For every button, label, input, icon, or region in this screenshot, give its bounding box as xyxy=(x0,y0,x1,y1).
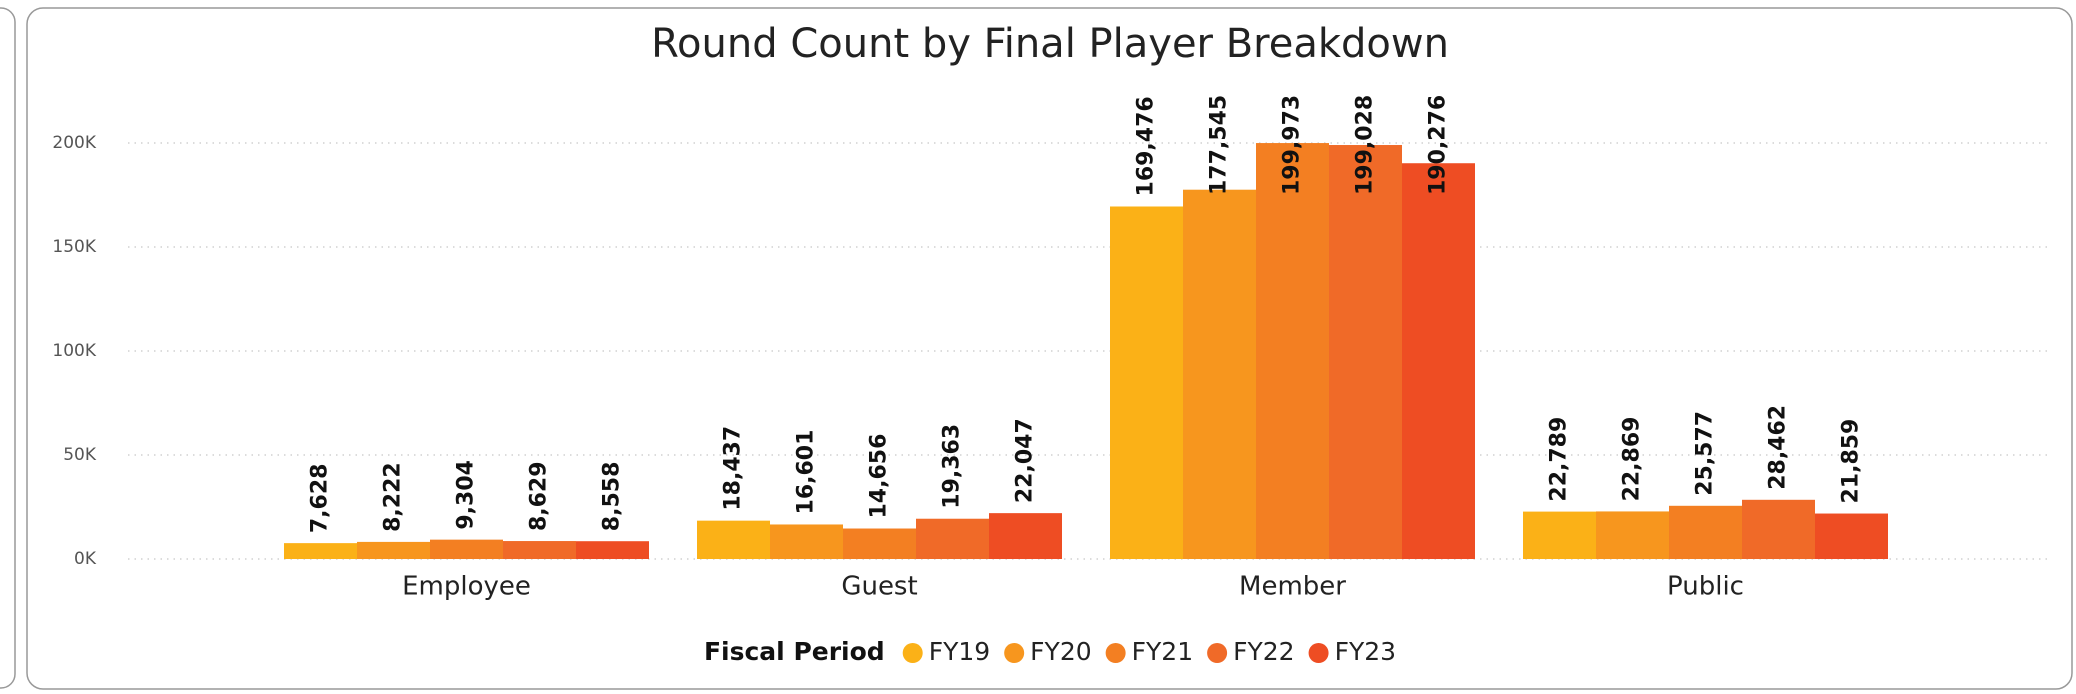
bar xyxy=(697,520,770,559)
data-label: 177,545 xyxy=(1207,95,1232,195)
data-label: 25,577 xyxy=(1693,411,1718,496)
bar xyxy=(1523,511,1596,559)
legend-label: FY20 xyxy=(1030,637,1091,666)
legend-marker xyxy=(1207,643,1228,663)
data-label: 9,304 xyxy=(454,460,479,530)
data-label: 190,276 xyxy=(1426,95,1451,195)
bar xyxy=(1256,143,1329,559)
bar xyxy=(430,539,503,559)
legend-label: FY19 xyxy=(929,637,990,666)
data-label: 21,859 xyxy=(1839,419,1864,504)
y-tick-label: 50K xyxy=(63,445,97,465)
data-label: 18,437 xyxy=(721,426,746,511)
data-label: 199,028 xyxy=(1353,95,1378,195)
y-tick-label: 200K xyxy=(52,133,96,153)
bar xyxy=(576,541,649,559)
data-label: 7,628 xyxy=(308,464,333,534)
legend-label: FY23 xyxy=(1335,637,1396,666)
data-label: 14,656 xyxy=(867,434,892,519)
bar xyxy=(1596,511,1669,559)
legend-title: Fiscal Period xyxy=(704,637,885,666)
data-label: 8,222 xyxy=(381,462,406,532)
bar xyxy=(1742,499,1815,559)
data-label: 22,869 xyxy=(1620,417,1645,502)
bar xyxy=(503,541,576,559)
bar xyxy=(1402,163,1475,559)
bar xyxy=(357,541,430,559)
legend-marker xyxy=(1105,643,1126,663)
bar xyxy=(1669,505,1742,559)
data-label: 169,476 xyxy=(1134,96,1159,196)
data-label: 199,973 xyxy=(1280,95,1305,195)
bar xyxy=(916,518,989,559)
y-tick-label: 0K xyxy=(74,549,97,569)
x-tick-label: Employee xyxy=(402,572,531,602)
legend-label: FY21 xyxy=(1132,637,1193,666)
data-label: 16,601 xyxy=(794,430,819,515)
bar xyxy=(284,543,357,559)
bar xyxy=(1329,145,1402,559)
bar xyxy=(989,513,1062,559)
y-tick-label: 100K xyxy=(52,341,96,361)
data-label: 8,629 xyxy=(527,461,552,531)
bar xyxy=(1183,189,1256,559)
legend-label: FY22 xyxy=(1233,637,1294,666)
bar xyxy=(843,528,916,559)
side-card xyxy=(0,7,16,689)
legend-marker xyxy=(902,643,923,663)
legend-marker xyxy=(1004,643,1025,663)
data-label: 28,462 xyxy=(1766,405,1791,490)
data-label: 19,363 xyxy=(940,424,965,509)
data-label: 22,047 xyxy=(1013,418,1038,503)
legend-marker xyxy=(1308,643,1329,663)
data-label: 8,558 xyxy=(600,462,625,532)
data-label: 22,789 xyxy=(1547,417,1572,502)
chart-title: Round Count by Final Player Breakdown xyxy=(651,21,1449,67)
x-tick-label: Guest xyxy=(841,572,917,602)
x-tick-label: Public xyxy=(1667,572,1744,602)
card xyxy=(26,7,2073,690)
bar xyxy=(1110,206,1183,559)
x-tick-label: Member xyxy=(1239,572,1346,602)
y-tick-label: 150K xyxy=(52,237,96,257)
bar xyxy=(770,524,843,559)
bar xyxy=(1815,513,1888,559)
